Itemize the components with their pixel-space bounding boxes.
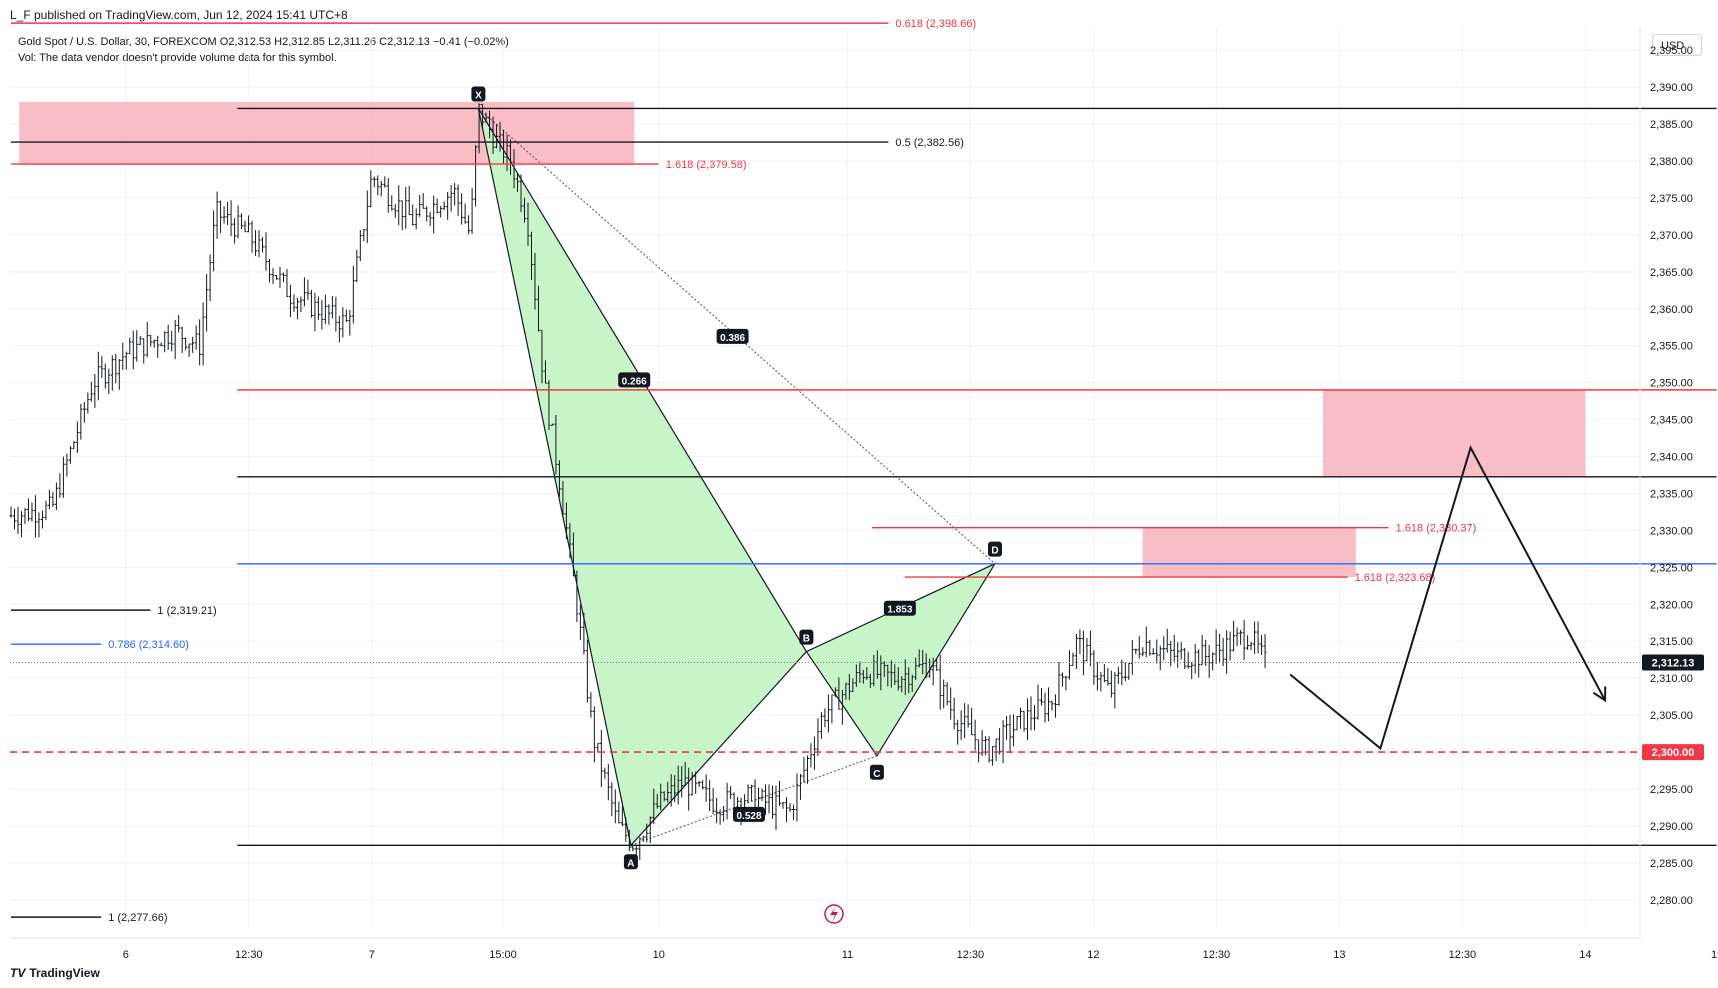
price-tick-label: 2,370.00 bbox=[1650, 230, 1693, 242]
price-tick-label: 2,380.00 bbox=[1650, 156, 1693, 168]
pattern-point-label: X bbox=[475, 90, 482, 101]
fib-level-label: 1.618 (2,323.68) bbox=[1355, 572, 1436, 584]
price-tick-label: 2,305.00 bbox=[1650, 710, 1693, 722]
price-tick-label: 2,360.00 bbox=[1650, 304, 1693, 316]
time-tick-label: 6 bbox=[123, 949, 129, 961]
currency-selector[interactable]: USD bbox=[1652, 34, 1702, 56]
time-tick-label: 13 bbox=[1333, 949, 1345, 961]
price-tick-label: 2,320.00 bbox=[1650, 599, 1693, 611]
ratio-badge bbox=[618, 372, 651, 388]
ratio-label: 0.528 bbox=[736, 811, 761, 822]
ratio-badge bbox=[716, 328, 749, 344]
fib-level-label: 1 (2,319.21) bbox=[157, 605, 216, 617]
price-tick-label: 2,395.00 bbox=[1650, 45, 1693, 57]
chart-axes: 2,395.00 2,390.00 2,385.00 2,380.00 2,375.00… bbox=[10, 28, 1718, 961]
support-level-badge: 2,300.00 bbox=[1652, 747, 1695, 759]
fib-levels: 1 (2,387.11)0.5 (2,382.56)1.618 (2,379.5… bbox=[10, 18, 1717, 924]
price-tick-label: 2,345.00 bbox=[1650, 415, 1693, 427]
pattern-point-badge bbox=[988, 541, 1002, 557]
fib-level-label: 0.618 (2,398.66) bbox=[895, 18, 976, 30]
price-tick-label: 2,390.00 bbox=[1650, 82, 1693, 94]
price-tick-label: 2,355.00 bbox=[1650, 341, 1693, 353]
price-tick-label: 2,290.00 bbox=[1650, 821, 1693, 833]
price-tick-label: 2,340.00 bbox=[1650, 452, 1693, 464]
ratio-badge bbox=[883, 600, 916, 616]
fib-level-label: 1 (2,277.66) bbox=[108, 912, 167, 924]
pattern-point-badge bbox=[799, 629, 814, 645]
pattern-point-label: C bbox=[873, 769, 880, 780]
publisher-line: L_F published on TradingView.com, Jun 12… bbox=[10, 8, 348, 22]
pattern-point-label: B bbox=[803, 634, 810, 645]
time-tick-label: 12:30 bbox=[1203, 949, 1231, 961]
price-tick-label: 2,315.00 bbox=[1650, 636, 1693, 648]
ratio-badge bbox=[733, 806, 765, 822]
price-tick-label: 2,310.00 bbox=[1650, 673, 1693, 685]
target-zones bbox=[19, 101, 1586, 577]
support-level-badge-bg bbox=[1642, 744, 1704, 761]
ratio-label: 0.266 bbox=[622, 376, 647, 387]
fib-level-label: 1.618 (2,379.58) bbox=[666, 159, 747, 171]
symbol-ohlc-line: Gold Spot / U.S. Dollar, 30, FOREXCOM O2… bbox=[18, 36, 509, 48]
time-tick-label: 11 bbox=[842, 949, 853, 961]
price-tick-label: 2,325.00 bbox=[1650, 562, 1693, 574]
time-tick-label: 15:00 bbox=[1711, 949, 1718, 961]
price-candles bbox=[9, 103, 1267, 861]
harmonic-triangle-bcd bbox=[805, 562, 997, 757]
price-tick-label: 2,280.00 bbox=[1650, 895, 1693, 907]
fib-level-label: 1.618 (2,330.37) bbox=[1396, 523, 1477, 535]
projection-polyline bbox=[1289, 445, 1606, 751]
pattern-labels: X A B C D 0.386 0.266 1.853 0.528 bbox=[471, 86, 1002, 870]
price-tick-label: 2,295.00 bbox=[1650, 784, 1693, 796]
price-tick-label: 2,375.00 bbox=[1650, 193, 1693, 205]
time-tick-label: 15:00 bbox=[489, 949, 517, 961]
pattern-point-badge bbox=[869, 764, 884, 780]
time-tick-label: 14 bbox=[1579, 949, 1591, 961]
target-zone bbox=[19, 101, 635, 164]
fib-level-label: 0.5 (2,382.56) bbox=[895, 137, 964, 149]
time-tick-label: 12:30 bbox=[1449, 949, 1477, 961]
tradingview-logo-mark: TV bbox=[10, 966, 26, 980]
tradingview-logo-text: TradingView bbox=[29, 966, 100, 980]
pattern-point-badge bbox=[471, 86, 486, 102]
time-tick-label: 10 bbox=[653, 949, 665, 961]
pattern-point-badge bbox=[623, 854, 638, 870]
time-tick-label: 12:30 bbox=[957, 949, 985, 961]
target-zone bbox=[1323, 390, 1586, 477]
pattern-point-label: A bbox=[627, 858, 634, 869]
ratio-label: 0.386 bbox=[720, 333, 745, 344]
last-price-badge-bg bbox=[1642, 654, 1704, 671]
time-tick-label: 7 bbox=[369, 949, 375, 961]
fib-level-label: 0.786 (2,314.60) bbox=[108, 639, 189, 651]
projection-arrowhead bbox=[1592, 686, 1607, 703]
target-zone bbox=[1142, 527, 1356, 577]
flash-icon[interactable] bbox=[824, 904, 844, 924]
price-tick-label: 2,330.00 bbox=[1650, 525, 1693, 537]
price-tick-label: 2,335.00 bbox=[1650, 488, 1693, 500]
projection-path bbox=[1289, 445, 1607, 751]
time-tick-label: 12:30 bbox=[235, 949, 263, 961]
price-tick-label: 2,285.00 bbox=[1650, 858, 1693, 870]
ratio-label: 1.853 bbox=[887, 605, 912, 616]
pattern-point-label: D bbox=[991, 546, 998, 557]
volume-notice: Vol: The data vendor doesn't provide vol… bbox=[18, 52, 337, 64]
time-tick-label: 12 bbox=[1087, 949, 1099, 961]
price-tick-label: 2,385.00 bbox=[1650, 119, 1693, 131]
price-tick-label: 2,350.00 bbox=[1650, 378, 1693, 390]
last-price-badge: 2,312.13 bbox=[1652, 657, 1695, 669]
price-tick-label: 2,365.00 bbox=[1650, 267, 1693, 279]
tradingview-logo: TV TradingView bbox=[10, 966, 100, 980]
